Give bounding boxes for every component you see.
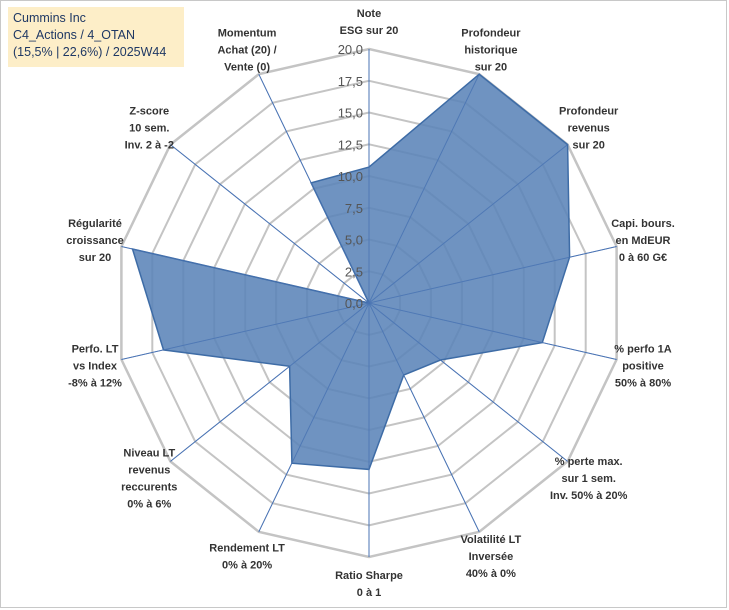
axis-label: Profondeur historique sur 20	[461, 28, 521, 74]
axis-label: Ratio Sharpe 0 à 1	[335, 570, 403, 599]
axis-label: % perte max. sur 1 sem. Inv. 50% à 20%	[550, 456, 628, 502]
spoke-overlay	[368, 302, 568, 462]
axis-label-line: Note	[357, 8, 381, 20]
axis-label: Volatilité LT Inversée 40% à 0%	[461, 534, 522, 580]
spoke-overlay	[258, 302, 370, 532]
axis-label-line: Ratio Sharpe	[335, 570, 403, 582]
tick-label: 15,0	[338, 106, 363, 121]
axis-label-line: Profondeur	[559, 106, 619, 118]
axis-label-line: -8% à 12%	[68, 377, 122, 389]
axis-label-line: Niveau LT	[123, 447, 175, 459]
tick-label: 0,0	[345, 296, 363, 311]
axis-label-line: Inv. 2 à -2	[125, 140, 174, 152]
axis-label: Note ESG sur 20	[340, 8, 399, 37]
spoke-overlay	[170, 302, 370, 462]
tick-label: 12,5	[338, 137, 363, 152]
axis-label: Z-score 10 sem. Inv. 2 à -2	[125, 106, 174, 152]
series	[121, 49, 617, 557]
axis-label-line: 0% à 20%	[222, 559, 272, 571]
axis-label: Capi. bours. en MdEUR 0 à 60 G€	[611, 218, 675, 264]
axis-label-line: Inversée	[469, 551, 514, 563]
tick-label: 17,5	[338, 74, 363, 89]
axis-label-line: Momentum	[218, 28, 277, 40]
spoke-overlay	[368, 144, 568, 304]
axis-label-line: Volatilité LT	[461, 534, 522, 546]
axis-label-line: revenus	[128, 464, 170, 476]
axis-label: Rendement LT 0% à 20%	[209, 542, 285, 571]
axis-label: Momentum Achat (20) / Vente (0)	[217, 28, 276, 74]
portfolio-name: C4_Actions / 4_OTAN	[13, 28, 136, 42]
spoke-overlay	[368, 74, 480, 304]
spoke-overlay	[121, 246, 370, 304]
axis-label-line: reccurents	[121, 481, 177, 493]
axis-label: Niveau LT revenus reccurents 0% à 6%	[121, 447, 177, 510]
spoke-overlay	[121, 302, 370, 360]
axis-label-line: Profondeur	[461, 28, 521, 40]
axis-label: Profondeur revenus sur 20	[559, 106, 619, 152]
spoke-overlay	[368, 302, 617, 360]
axis-label-line: positive	[622, 360, 664, 372]
axis-label-line: 0 à 60 G€	[619, 252, 667, 264]
axis-label-line: 10 sem.	[129, 123, 169, 135]
axis-label-line: vs Index	[73, 360, 118, 372]
company-name: Cummins Inc	[13, 11, 86, 25]
axis-label-line: historique	[464, 45, 517, 57]
axis-label: Perfo. LT vs Index -8% à 12%	[68, 343, 122, 389]
axis-label-line: ESG sur 20	[340, 25, 399, 37]
axis-label-line: Perfo. LT	[72, 343, 119, 355]
axis-label-line: 50% à 80%	[615, 377, 671, 389]
axis-label-line: 40% à 0%	[466, 568, 516, 580]
axis-label-line: 0 à 1	[357, 587, 381, 599]
axis-labels: Note ESG sur 20 Profondeur historique sur 20…	[66, 8, 675, 599]
axis-label-line: Achat (20) /	[217, 45, 276, 57]
axis-label-line: en MdEUR	[616, 235, 671, 247]
tick-label: 10,0	[338, 169, 363, 184]
axis-label-line: sur 20	[475, 62, 507, 74]
axis-label-line: sur 20	[572, 140, 604, 152]
axis-label-line: revenus	[568, 123, 610, 135]
axis-label-line: croissance	[66, 235, 123, 247]
axis-label-line: sur 20	[79, 252, 111, 264]
axis-label-line: Rendement LT	[209, 542, 285, 554]
tick-label: 7,5	[345, 201, 363, 216]
axis-label: % perfo 1A positive 50% à 80%	[614, 343, 672, 389]
tick-label: 2,5	[345, 264, 363, 279]
axis-label-line: % perte max.	[555, 456, 623, 468]
axis-label-line: Inv. 50% à 20%	[550, 490, 628, 502]
spoke-overlay	[258, 74, 370, 304]
axis-label-line: Vente (0)	[224, 62, 270, 74]
axis-label-line: sur 1 sem.	[561, 473, 615, 485]
spoke-overlay	[170, 144, 370, 304]
tick-labels: 0,0 2,5 5,0 7,5 10,0 12,5 15,0 17,5 20,0	[338, 42, 363, 311]
tick-label: 20,0	[338, 42, 363, 57]
spoke-overlay	[368, 302, 480, 532]
tick-label: 5,0	[345, 233, 363, 248]
axis-label-line: Capi. bours.	[611, 218, 675, 230]
title-box: Cummins Inc C4_Actions / 4_OTAN (15,5% |…	[8, 7, 184, 67]
stats-line: (15,5% | 22,6%) / 2025W44	[13, 45, 167, 59]
axis-label-line: Régularité	[68, 218, 122, 230]
axis-label-line: 0% à 6%	[127, 498, 171, 510]
spoke-overlay	[368, 246, 617, 304]
axis-label-line: Z-score	[129, 106, 169, 118]
axis-label-line: % perfo 1A	[614, 343, 672, 355]
axis-label: Régularité croissance sur 20	[66, 218, 123, 264]
